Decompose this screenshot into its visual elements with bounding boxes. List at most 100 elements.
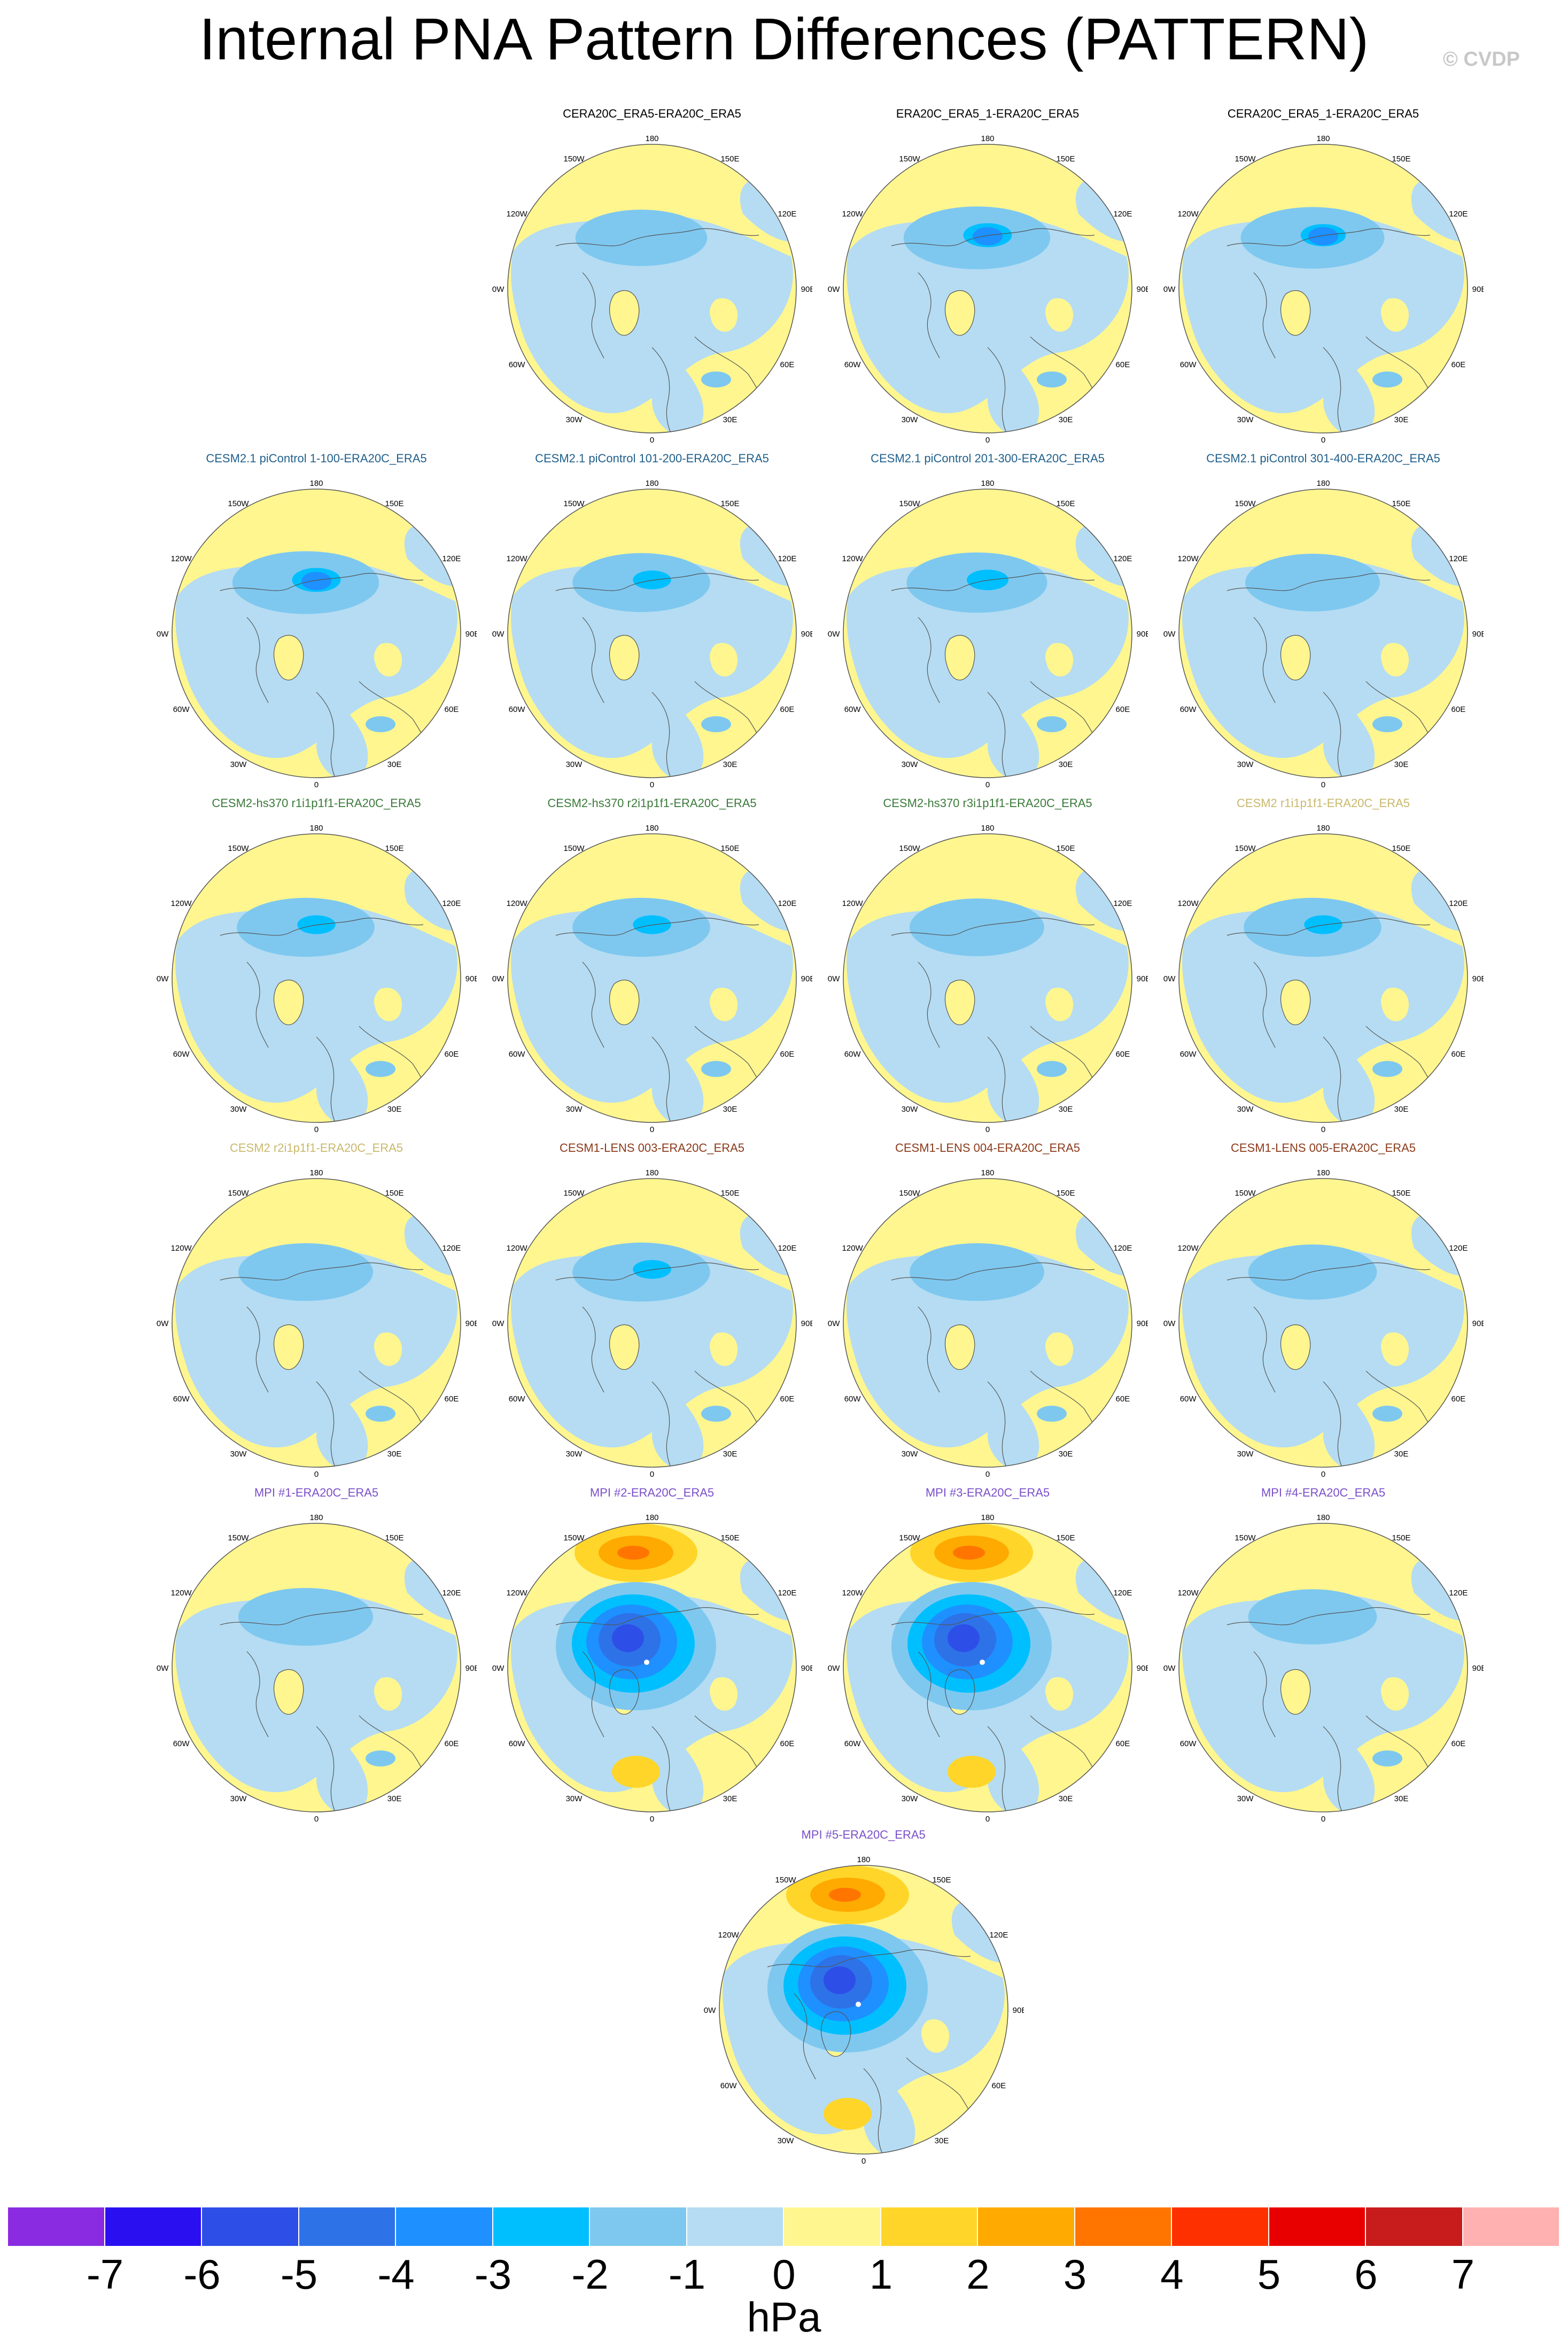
longitude-label: 0 bbox=[985, 780, 990, 789]
longitude-label: 60E bbox=[1451, 1394, 1466, 1404]
longitude-label: 90E bbox=[465, 974, 477, 983]
field-layer bbox=[843, 834, 1132, 1122]
panel-title: CESM1-LENS 004-ERA20C_ERA5 bbox=[895, 1141, 1081, 1154]
longitude-label: 30W bbox=[902, 760, 919, 769]
polar-stereographic-map: 180 150E 120E 90E 60E 30E 0 30W 60W 90W 120W 150W bbox=[492, 1168, 812, 1479]
colorbar-swatch bbox=[1172, 2207, 1269, 2246]
colorbar-tick-label: -4 bbox=[377, 2251, 415, 2298]
longitude-label: 0 bbox=[314, 1125, 319, 1134]
longitude-label: 180 bbox=[645, 1513, 658, 1522]
map-panel: CESM2.1 piControl 301-400-ERA20C_ERA5 180… bbox=[1163, 452, 1484, 804]
coastlines bbox=[220, 1607, 440, 1812]
panel-title: CERA20C_ERA5_1-ERA20C_ERA5 bbox=[1227, 107, 1419, 120]
longitude-label: 30W bbox=[902, 1450, 919, 1459]
panel-title: MPI #1-ERA20C_ERA5 bbox=[254, 1486, 379, 1499]
longitude-label: 60E bbox=[445, 1050, 459, 1059]
longitude-label: 180 bbox=[309, 824, 323, 833]
polar-stereographic-map: 180 150E 120E 90E 60E 30E 0 30W 60W 90W 120W 150W bbox=[492, 479, 812, 789]
field-layer bbox=[508, 1179, 796, 1467]
longitude-label: 90E bbox=[801, 1664, 812, 1673]
longitude-label: 90E bbox=[1472, 974, 1484, 983]
polar-stereographic-map: 180 150E 120E 90E 60E 30E 0 30W 60W 90W 120W 150W bbox=[1163, 824, 1484, 1134]
longitude-label: 120E bbox=[1449, 1244, 1468, 1253]
longitude-label: 30W bbox=[566, 760, 583, 769]
colorbar-tick-label: 0 bbox=[772, 2251, 796, 2298]
longitude-label: 0 bbox=[314, 1815, 319, 1824]
field-layer bbox=[172, 1523, 461, 1812]
longitude-label: 30W bbox=[902, 1794, 919, 1803]
polar-stereographic-map: 180 150E 120E 90E 60E 30E 0 30W 60W 90W 120W 150W bbox=[827, 824, 1148, 1134]
longitude-label: 150E bbox=[720, 499, 739, 508]
colorbar-swatch bbox=[1463, 2207, 1560, 2246]
longitude-label: 30E bbox=[1394, 1450, 1409, 1459]
longitude-label: 30W bbox=[902, 1105, 919, 1114]
longitude-label: 90E bbox=[1472, 285, 1484, 294]
map-panel: ERA20C_ERA5_1-ERA20C_ERA5 180 150E 120E 90E 6… bbox=[827, 107, 1148, 460]
longitude-label: 120W bbox=[1178, 210, 1199, 219]
longitude-label: 60W bbox=[509, 705, 526, 714]
longitude-label: 90E bbox=[1472, 1319, 1484, 1328]
longitude-label: 180 bbox=[1316, 1513, 1330, 1522]
panel-title: CESM2-hs370 r2i1p1f1-ERA20C_ERA5 bbox=[547, 796, 757, 810]
longitude-label: 120E bbox=[442, 554, 461, 563]
longitude-label: 0 bbox=[861, 2157, 865, 2166]
longitude-label: 180 bbox=[645, 1168, 658, 1177]
longitude-label: 150E bbox=[385, 1533, 403, 1543]
longitude-label: 90W bbox=[827, 1664, 840, 1673]
longitude-label: 150W bbox=[1235, 844, 1256, 853]
longitude-label: 180 bbox=[981, 134, 994, 143]
longitude-label: 60E bbox=[445, 1394, 459, 1404]
longitude-label: 0 bbox=[650, 1125, 654, 1134]
longitude-label: 180 bbox=[857, 1855, 870, 1864]
longitude-label: 150W bbox=[899, 844, 920, 853]
colorbar-swatch bbox=[8, 2207, 105, 2246]
colorbar-tick-label: -2 bbox=[571, 2251, 609, 2298]
longitude-label: 60W bbox=[844, 360, 861, 369]
colorbar-swatch bbox=[590, 2207, 687, 2246]
colorbar-tick-label: 1 bbox=[869, 2251, 893, 2298]
longitude-label: 120E bbox=[778, 554, 796, 563]
longitude-label: 0 bbox=[314, 1470, 319, 1479]
colorbar-swatch bbox=[202, 2207, 299, 2246]
longitude-label: 120W bbox=[507, 1244, 528, 1253]
longitude-label: 60E bbox=[1451, 1739, 1466, 1748]
longitude-label: 120W bbox=[507, 899, 528, 908]
longitude-label: 120W bbox=[171, 1244, 192, 1253]
longitude-label: 60W bbox=[1180, 705, 1197, 714]
longitude-label: 120W bbox=[718, 1931, 739, 1940]
longitude-label: 60E bbox=[1116, 360, 1130, 369]
longitude-label: 90E bbox=[801, 1319, 812, 1328]
longitude-label: 0 bbox=[985, 1125, 990, 1134]
longitude-label: 120E bbox=[778, 1588, 796, 1598]
longitude-label: 120W bbox=[842, 899, 864, 908]
longitude-label: 30W bbox=[1237, 1794, 1254, 1803]
longitude-label: 30W bbox=[566, 1794, 583, 1803]
longitude-label: 150E bbox=[1392, 499, 1410, 508]
longitude-label: 120E bbox=[1113, 899, 1132, 908]
panel-title: CESM1-LENS 003-ERA20C_ERA5 bbox=[559, 1141, 745, 1154]
longitude-label: 90E bbox=[801, 630, 812, 639]
polar-stereographic-map: 180 150E 120E 90E 60E 30E 0 30W 60W 90W 120W 150W bbox=[827, 1168, 1148, 1479]
colorbar-tick-label: 5 bbox=[1257, 2251, 1281, 2298]
field-layer bbox=[172, 489, 461, 778]
longitude-label: 60W bbox=[1180, 1739, 1197, 1748]
longitude-label: 30W bbox=[230, 1450, 247, 1459]
longitude-label: 30E bbox=[387, 1105, 402, 1114]
longitude-label: 90W bbox=[156, 974, 169, 983]
longitude-label: 90E bbox=[1137, 285, 1148, 294]
longitude-label: 90W bbox=[827, 1319, 840, 1328]
field-layer bbox=[172, 1179, 461, 1467]
longitude-label: 150E bbox=[720, 844, 739, 853]
longitude-label: 60E bbox=[780, 1394, 795, 1404]
longitude-label: 180 bbox=[981, 1168, 994, 1177]
colorbar-swatch bbox=[978, 2207, 1075, 2246]
longitude-label: 150E bbox=[1056, 844, 1075, 853]
map-panel: CERA20C_ERA5_1-ERA20C_ERA5 180 150E 120E 90E… bbox=[1163, 107, 1484, 460]
longitude-label: 60E bbox=[445, 705, 459, 714]
longitude-label: 60W bbox=[844, 705, 861, 714]
longitude-label: 30E bbox=[723, 1450, 738, 1459]
longitude-label: 0 bbox=[1321, 436, 1325, 445]
map-panel: CESM2.1 piControl 101-200-ERA20C_ERA5 180… bbox=[492, 452, 812, 804]
longitude-label: 90W bbox=[492, 974, 504, 983]
panel-title: CESM2-hs370 r3i1p1f1-ERA20C_ERA5 bbox=[883, 796, 1092, 810]
